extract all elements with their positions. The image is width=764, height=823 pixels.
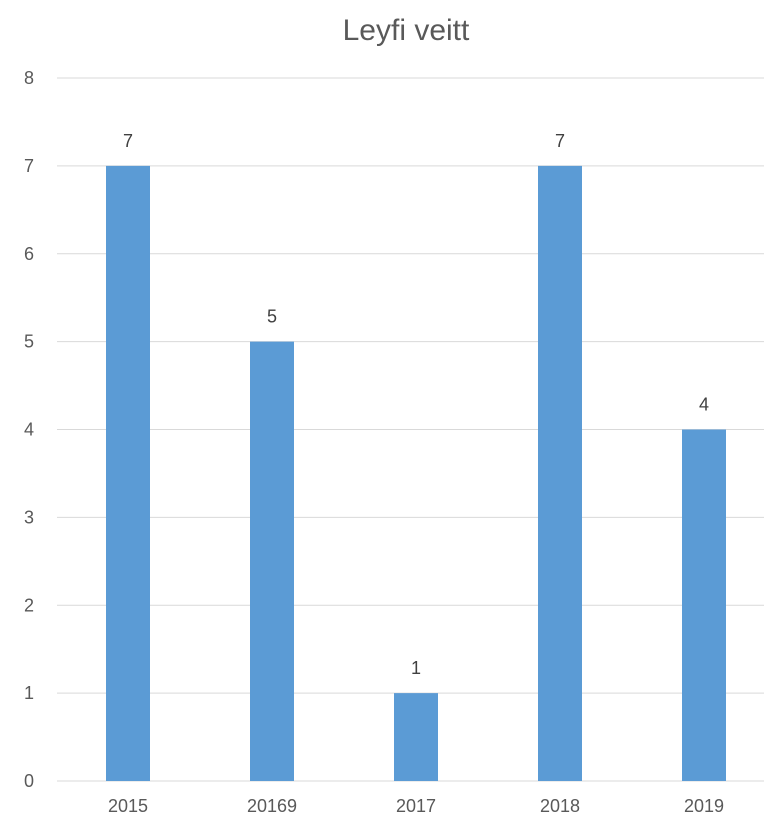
data-label-2018: 7 xyxy=(555,131,565,151)
bars xyxy=(106,165,726,781)
y-tick-label: 0 xyxy=(24,771,34,791)
y-tick-label: 2 xyxy=(24,595,34,615)
data-label-2017: 1 xyxy=(411,658,421,678)
chart-title: Leyfi veitt xyxy=(343,14,470,47)
x-tick-label: 20169 xyxy=(247,796,297,816)
bar-2018 xyxy=(538,165,582,781)
y-tick-label: 5 xyxy=(24,332,34,352)
y-tick-label: 1 xyxy=(24,683,34,703)
data-labels: 7 5 1 7 4 xyxy=(123,131,709,678)
gridlines xyxy=(57,77,764,782)
x-tick-label: 2017 xyxy=(396,796,436,816)
x-tick-label: 2018 xyxy=(540,796,580,816)
x-tick-label: 2015 xyxy=(108,796,148,816)
bar-2015 xyxy=(106,165,150,781)
data-label-20169: 5 xyxy=(267,307,277,327)
bar-2019 xyxy=(682,429,726,781)
x-tick-label: 2019 xyxy=(684,796,724,816)
bar-2017 xyxy=(394,693,438,781)
x-axis-tick-labels: 2015 20169 2017 2018 2019 xyxy=(108,796,724,816)
y-tick-label: 6 xyxy=(24,244,34,264)
bar-20169 xyxy=(250,341,294,781)
data-label-2015: 7 xyxy=(123,131,133,151)
y-axis-tick-labels: 0 1 2 3 4 5 6 7 8 xyxy=(24,68,34,791)
data-label-2019: 4 xyxy=(699,395,709,415)
y-tick-label: 8 xyxy=(24,68,34,88)
y-tick-label: 3 xyxy=(24,507,34,527)
y-tick-label: 4 xyxy=(24,420,34,440)
y-tick-label: 7 xyxy=(24,156,34,176)
